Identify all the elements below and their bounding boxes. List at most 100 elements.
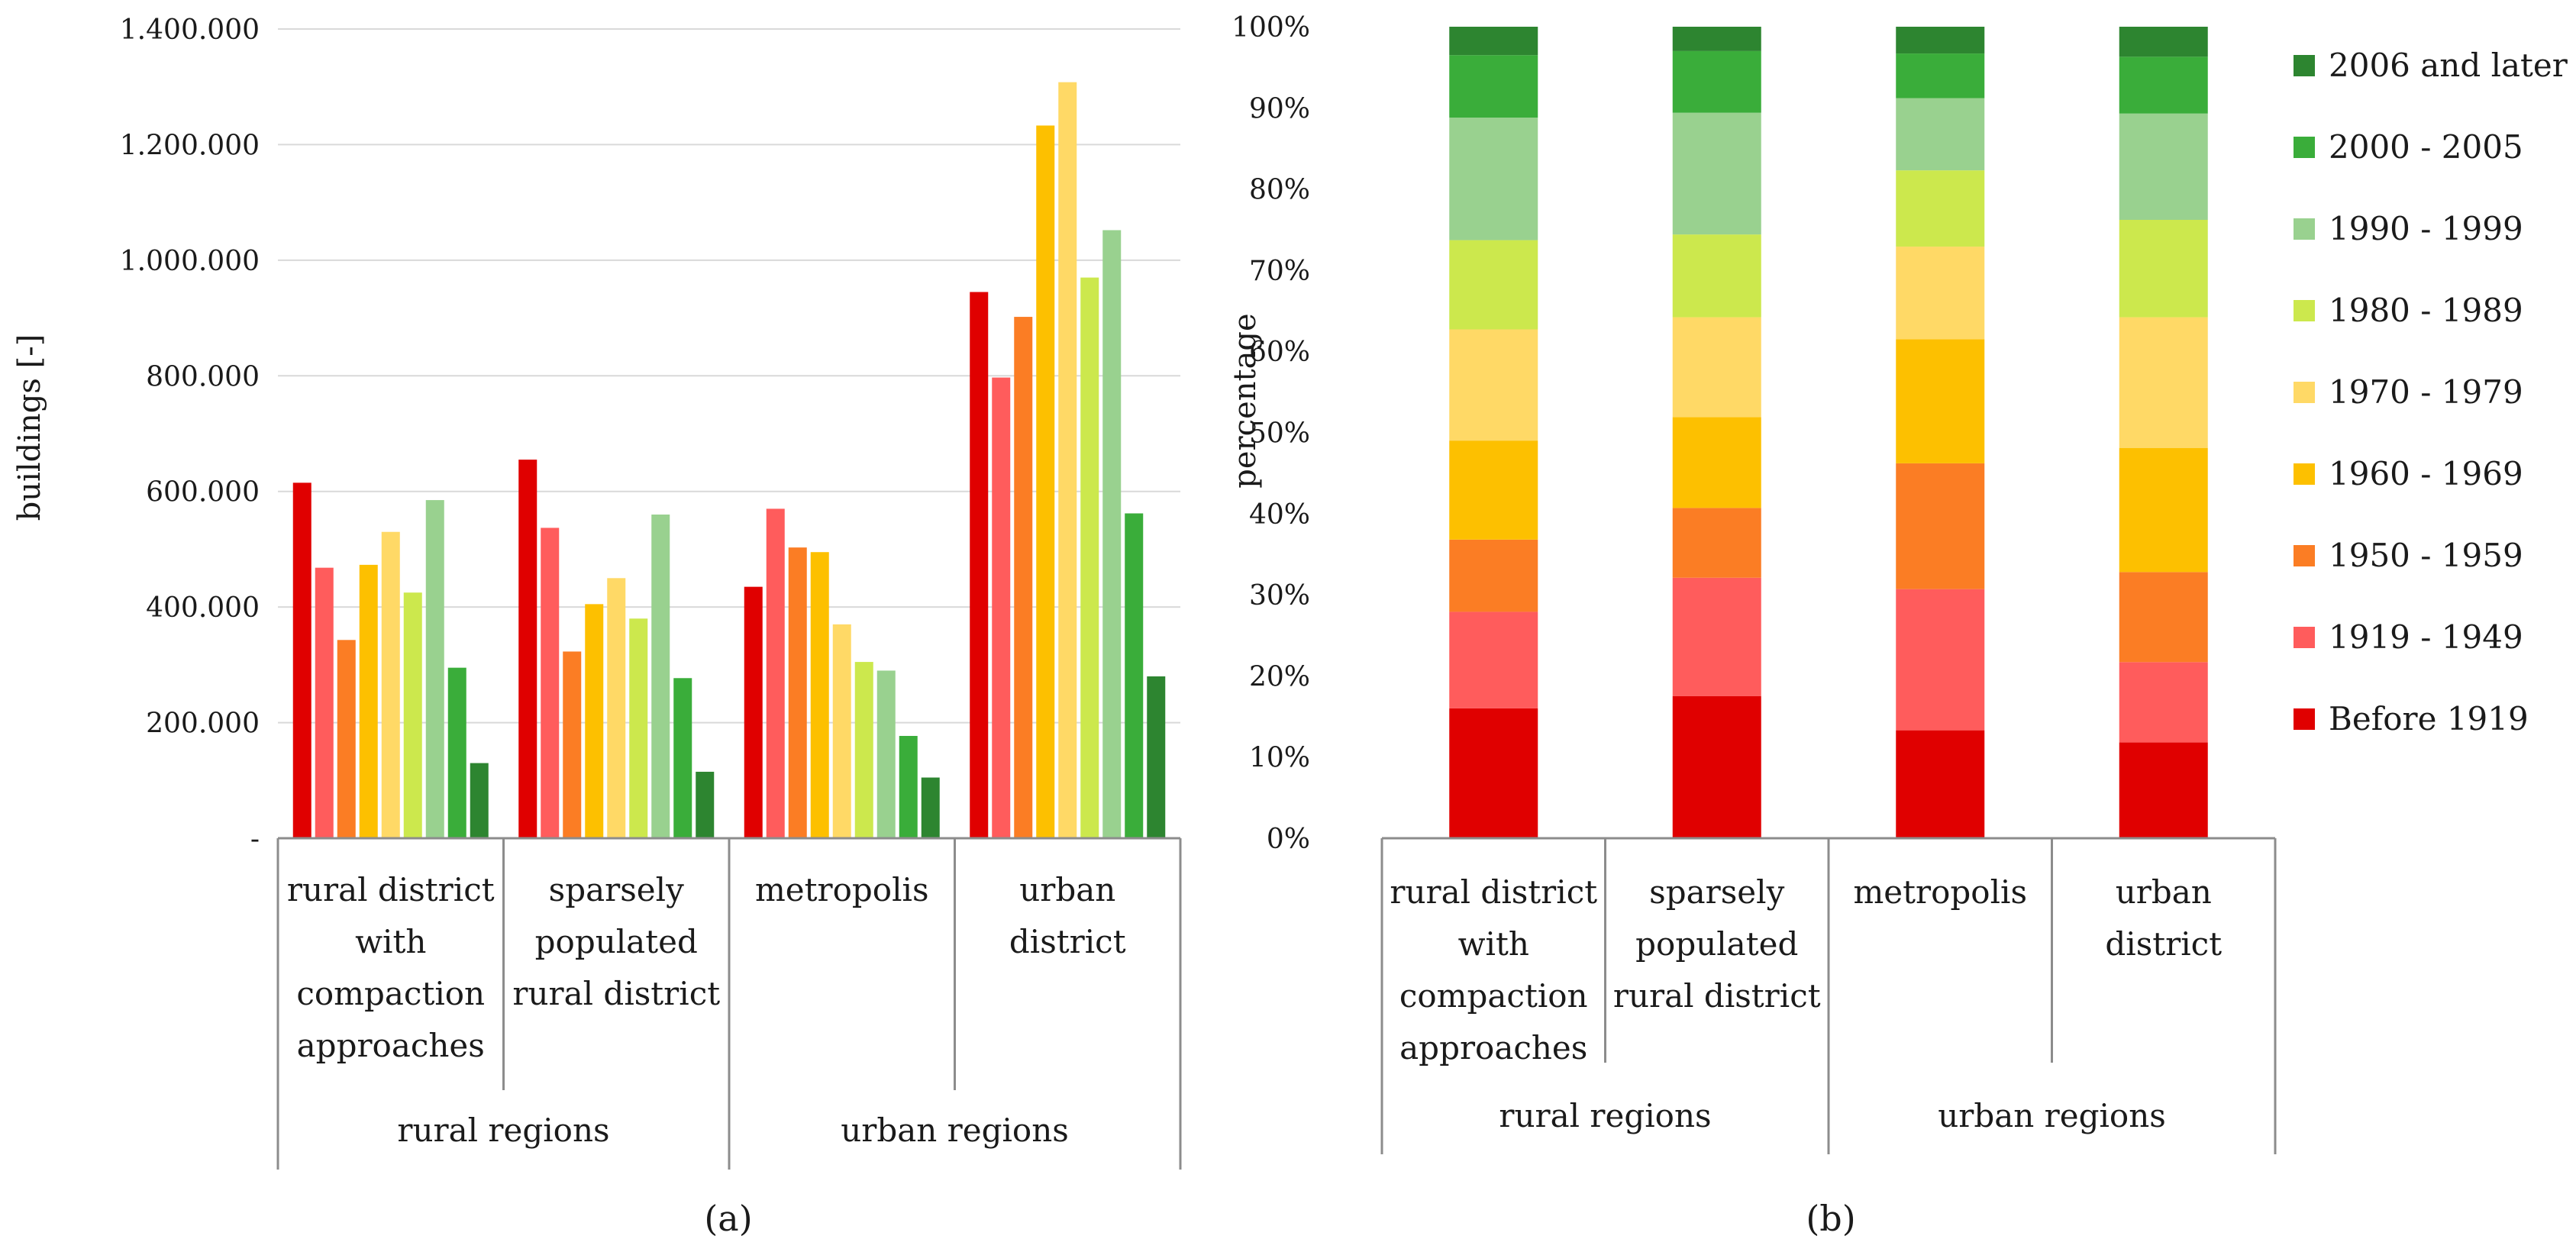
chart-a-caption: (a) xyxy=(704,1198,752,1239)
chart-b-category-label-line: district xyxy=(2105,925,2222,963)
chart-a-category-label-line: sparsely xyxy=(549,871,684,908)
chart-b-segment-urban-district-1950-1959 xyxy=(2119,572,2208,663)
chart-a-category-label-line: rural district xyxy=(512,975,720,1012)
chart-b-segment-urban-district-1970-1979 xyxy=(2119,317,2208,448)
chart-b-bars xyxy=(1449,27,2208,838)
chart-b-segment-sparsely-populated-rural-district-1990-1999 xyxy=(1672,112,1761,235)
chart-b-segment-metropolis-2006-and-later xyxy=(1896,27,1985,54)
chart-b-legend-label-1950-1959: 1950 - 1959 xyxy=(2329,537,2523,574)
chart-b-category-label-rural-district-with-compaction-approaches: rural district with compaction approaches xyxy=(1390,873,1597,1066)
chart-a-bar-sparsely-populated-rural-district-1980-1989 xyxy=(629,618,648,838)
chart-b-category-label-line: urban xyxy=(2116,873,2212,911)
chart-a-bar-sparsely-populated-rural-district-1970-1979 xyxy=(607,578,626,838)
chart-b-y-tick-6: 60% xyxy=(1249,337,1310,368)
chart-a-category-label-line: urban xyxy=(1019,871,1115,908)
chart-b-segment-rural-district-with-compaction-approaches-2000-2005 xyxy=(1449,55,1538,118)
chart-a-bar-urban-district-1990-1999 xyxy=(1102,230,1122,838)
chart-a-y-tick-5: 1.000.000 xyxy=(120,246,260,277)
chart-b-legend-label-1990-1999: 1990 - 1999 xyxy=(2329,210,2523,247)
chart-b-segment-rural-district-with-compaction-approaches-1960-1969 xyxy=(1449,440,1538,540)
chart-a-bar-urban-district-1980-1989 xyxy=(1080,277,1099,839)
chart-b-y-tick-4: 40% xyxy=(1249,499,1310,531)
chart-b-y-tick-7: 70% xyxy=(1249,256,1310,287)
chart-b-legend: 2006 and later 2000 - 2005 1990 - 1999 1980… xyxy=(2294,47,2568,737)
chart-b-y-tick-8: 80% xyxy=(1249,175,1310,206)
chart-a-category-label-line: populated xyxy=(535,923,698,960)
chart-a-bar-sparsely-populated-rural-district-1990-1999 xyxy=(651,515,670,838)
chart-a-group-label-rural-regions: rural regions xyxy=(397,1112,609,1149)
chart-a-bar-sparsely-populated-rural-district-1919-1949 xyxy=(541,528,560,838)
chart-a-bars xyxy=(292,82,1166,839)
chart-b-category-axis: rural district with compaction approaches sp… xyxy=(1380,837,2277,1154)
chart-a-category-label-urban-district: urban district xyxy=(1009,871,1126,960)
chart-a-y-tick-3: 600.000 xyxy=(146,477,260,508)
chart-a-category-label-sparsely-populated-rural-district: sparsely populated rural district xyxy=(512,871,720,1012)
chart-b-legend-swatch-1960-1969 xyxy=(2294,463,2315,485)
chart-a-category-label-metropolis: metropolis xyxy=(755,871,929,908)
chart-a-bar-urban-district-1950-1959 xyxy=(1014,317,1033,838)
chart-b-segment-rural-district-with-compaction-approaches-1919-1949 xyxy=(1449,611,1538,708)
chart-a-y-tick-2: 400.000 xyxy=(146,592,260,624)
chart-b-segment-sparsely-populated-rural-district-2000-2005 xyxy=(1672,50,1761,113)
chart-b-y-tick-9: 90% xyxy=(1249,93,1310,124)
chart-b-segment-sparsely-populated-rural-district-before-1919 xyxy=(1672,695,1761,838)
chart-b-y-axis-title: percentage xyxy=(1228,313,1263,488)
chart-b-segment-metropolis-1960-1969 xyxy=(1896,339,1985,463)
chart-a-category-label-line: compaction xyxy=(296,975,485,1012)
chart-a-y-tick-7: 1.400.000 xyxy=(120,15,260,46)
chart-a-grouped-bars: - 200.000 400.000 600.000 800.000 1.000.000 1.… xyxy=(12,15,1182,1239)
chart-b-segment-sparsely-populated-rural-district-1919-1949 xyxy=(1672,577,1761,696)
chart-a-category-label-line: district xyxy=(1009,923,1126,960)
chart-a-y-axis-title: buildings [-] xyxy=(12,334,47,521)
chart-a-bar-sparsely-populated-rural-district-before-1919 xyxy=(518,460,537,838)
chart-a-category-label-line: metropolis xyxy=(755,871,929,908)
chart-b-segment-urban-district-2006-and-later xyxy=(2119,27,2208,57)
chart-b-category-label-line: rural district xyxy=(1390,873,1597,911)
chart-b-legend-swatch-2000-2005 xyxy=(2294,137,2315,158)
chart-b-segment-rural-district-with-compaction-approaches-before-1919 xyxy=(1449,708,1538,838)
chart-a-bar-urban-district-1970-1979 xyxy=(1058,82,1077,838)
chart-a-category-label-line: rural district xyxy=(287,871,495,908)
chart-b-legend-swatch-1990-1999 xyxy=(2294,218,2315,240)
chart-b-y-tick-2: 20% xyxy=(1249,661,1310,692)
chart-b-segment-rural-district-with-compaction-approaches-1980-1989 xyxy=(1449,240,1538,330)
chart-b-segment-urban-district-1919-1949 xyxy=(2119,662,2208,743)
chart-b-segment-rural-district-with-compaction-approaches-1990-1999 xyxy=(1449,118,1538,240)
chart-b-y-tick-10: 100% xyxy=(1232,12,1310,44)
chart-a-bar-urban-district-1919-1949 xyxy=(992,377,1011,838)
chart-b-y-tick-labels: 0% 10% 20% 30% 40% 50% 60% 70% 80% 90% 100% xyxy=(1232,12,1310,855)
chart-a-y-tick-0: - xyxy=(250,824,260,855)
chart-b-segment-urban-district-1960-1969 xyxy=(2119,447,2208,573)
chart-a-bar-sparsely-populated-rural-district-2000-2005 xyxy=(673,678,692,838)
chart-a-y-tick-1: 200.000 xyxy=(146,708,260,740)
chart-a-bar-rural-district-with-compaction-approaches-2000-2005 xyxy=(447,667,466,838)
chart-b-legend-swatch-1980-1989 xyxy=(2294,300,2315,321)
chart-b-segment-metropolis-before-1919 xyxy=(1896,730,1985,838)
chart-b-legend-swatch-before-1919 xyxy=(2294,708,2315,730)
chart-b-segment-metropolis-1919-1949 xyxy=(1896,589,1985,731)
chart-a-bar-urban-district-before-1919 xyxy=(970,292,989,838)
chart-b-segment-sparsely-populated-rural-district-1960-1969 xyxy=(1672,417,1761,508)
chart-b-caption: (b) xyxy=(1806,1198,1855,1239)
chart-b-group-label-rural-regions: rural regions xyxy=(1499,1097,1711,1134)
chart-a-bar-rural-district-with-compaction-approaches-1919-1949 xyxy=(315,567,334,838)
chart-b-segment-urban-district-before-1919 xyxy=(2119,742,2208,838)
chart-b-category-label-line: populated xyxy=(1635,925,1798,963)
chart-b-legend-swatch-1919-1949 xyxy=(2294,627,2315,648)
chart-b-segment-rural-district-with-compaction-approaches-1950-1959 xyxy=(1449,539,1538,612)
chart-b-segment-metropolis-1950-1959 xyxy=(1896,463,1985,589)
chart-b-category-label-line: sparsely xyxy=(1649,873,1784,911)
chart-a-bar-metropolis-1980-1989 xyxy=(854,662,873,838)
chart-a-bar-rural-district-with-compaction-approaches-1980-1989 xyxy=(403,592,422,838)
chart-a-bar-metropolis-before-1919 xyxy=(744,586,763,838)
chart-b-category-label-line: approaches xyxy=(1399,1029,1587,1066)
chart-a-bar-sparsely-populated-rural-district-1960-1969 xyxy=(585,604,604,838)
chart-b-category-label-line: with xyxy=(1458,925,1529,963)
chart-b-y-tick-5: 50% xyxy=(1249,418,1310,450)
chart-a-y-tick-6: 1.200.000 xyxy=(120,130,260,161)
chart-b-segment-metropolis-1970-1979 xyxy=(1896,247,1985,340)
chart-a-y-tick-4: 800.000 xyxy=(146,361,260,392)
chart-b-category-label-sparsely-populated-rural-district: sparsely populated rural district xyxy=(1613,873,1821,1015)
chart-a-y-tick-labels: - 200.000 400.000 600.000 800.000 1.000.000 1.… xyxy=(120,15,260,855)
chart-a-bar-metropolis-1950-1959 xyxy=(788,547,807,838)
